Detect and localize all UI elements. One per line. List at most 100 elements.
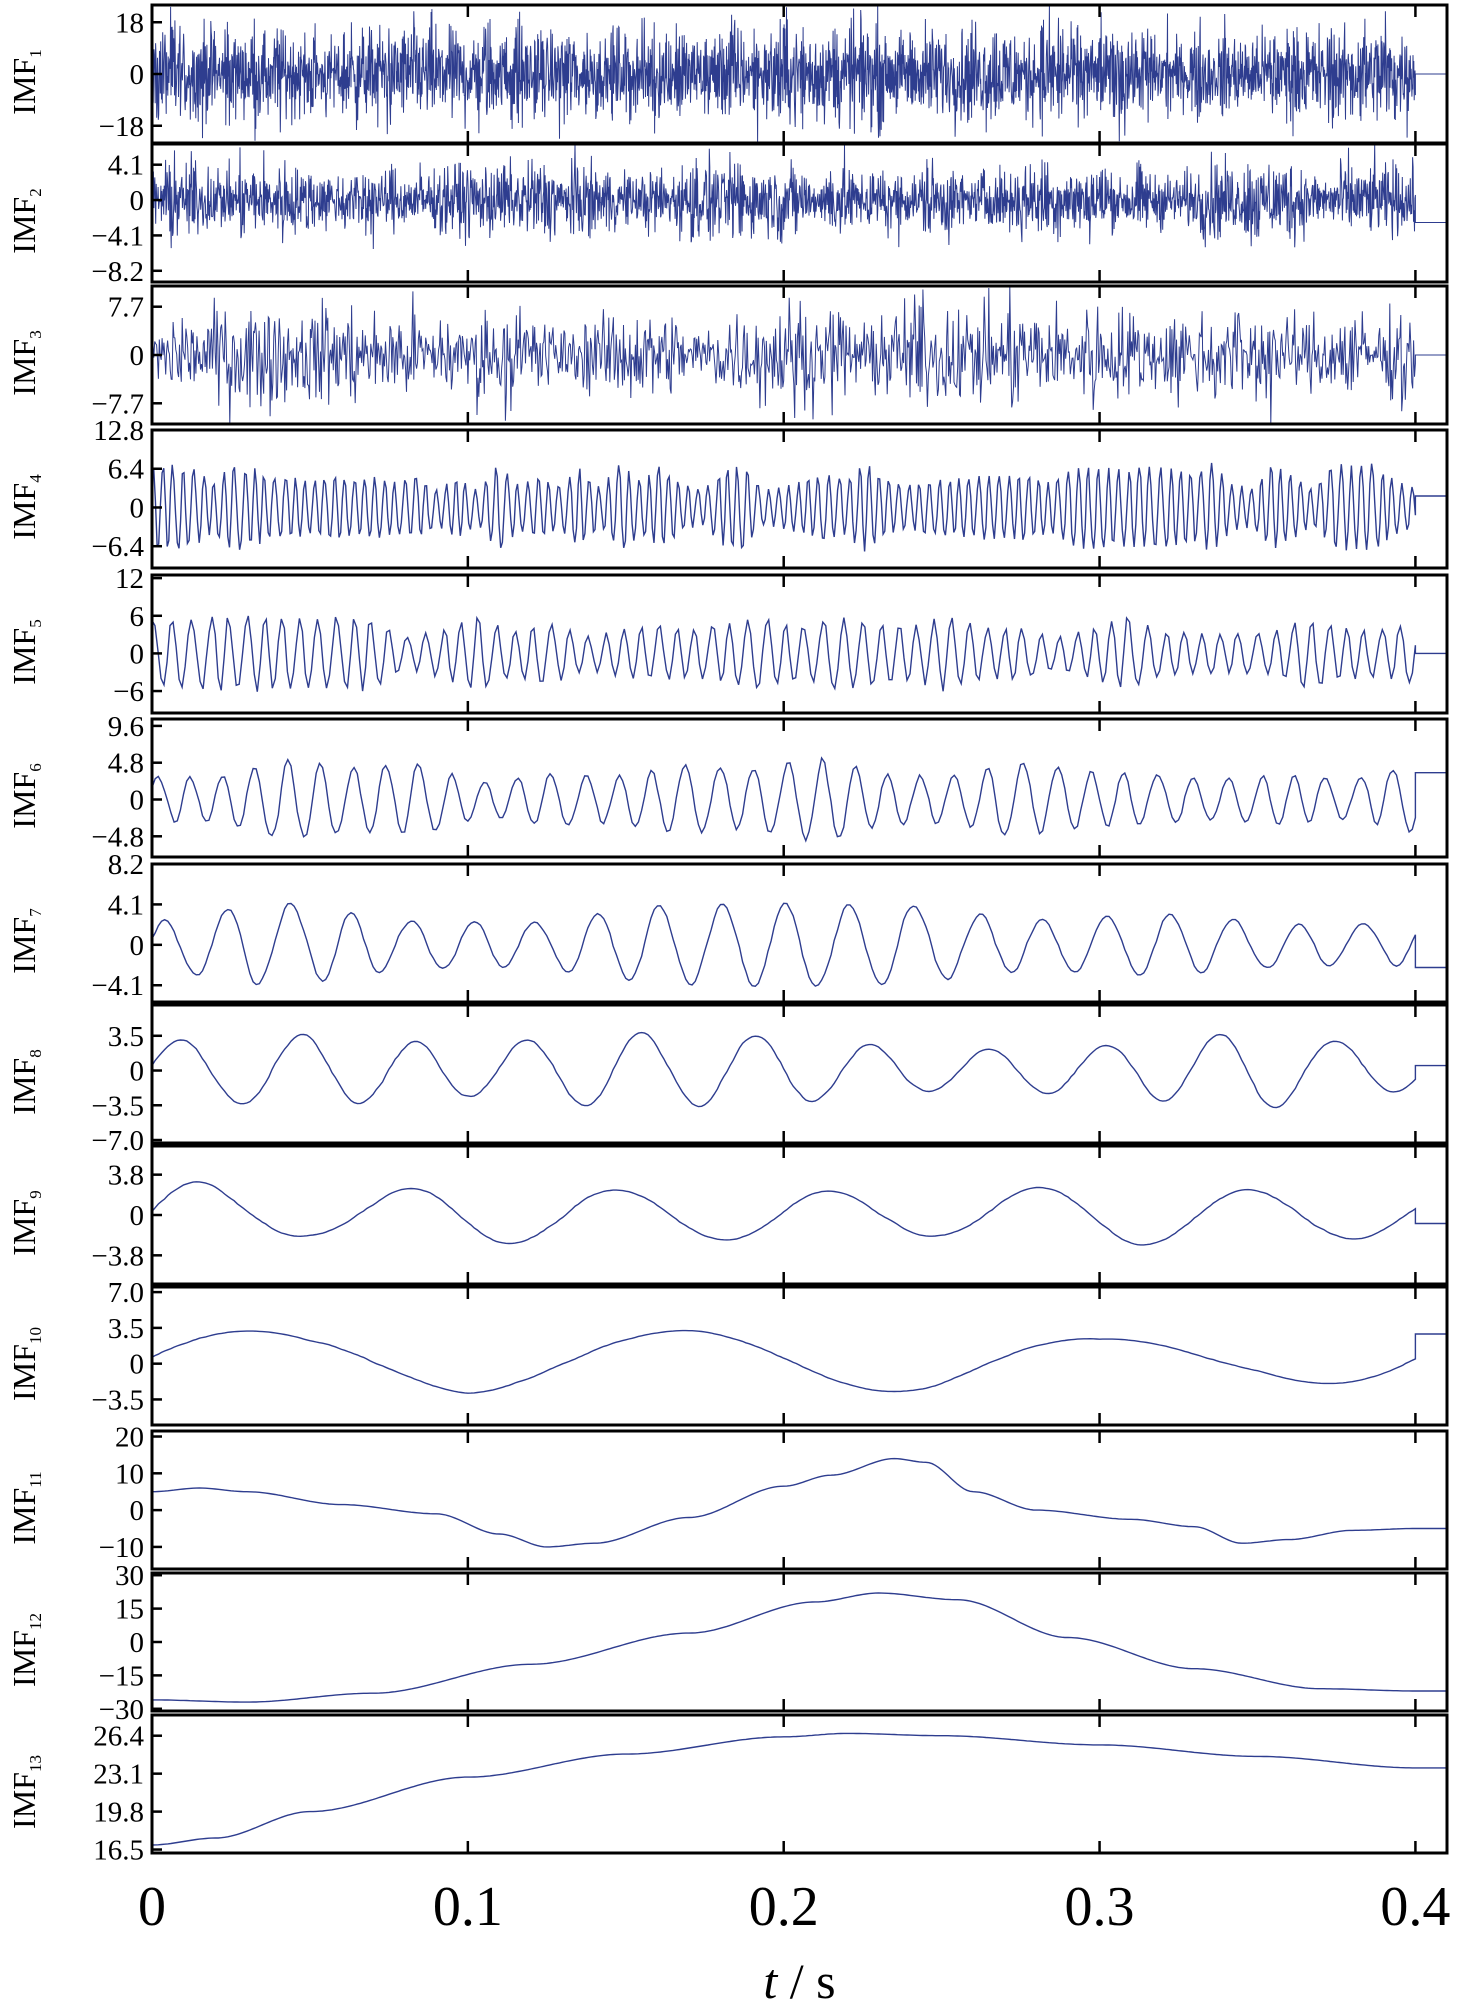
panel-label-imf12: IMF12	[6, 1613, 45, 1687]
imf-5-line	[151, 615, 1447, 692]
imf-10-line	[151, 1329, 1447, 1394]
x-tick-label: 0	[138, 1876, 166, 1938]
y-tick-label: 0	[130, 59, 145, 91]
y-tick-label: 0	[130, 1349, 145, 1381]
imf-panel-5: 12 6 0 −6 IMF5	[6, 563, 1449, 715]
y-tick-label: 15	[115, 1594, 144, 1626]
y-tick-label: 0	[130, 1627, 145, 1659]
y-tick-label: 0	[130, 1200, 145, 1232]
y-tick-label: 4.1	[108, 150, 144, 182]
y-tick-label: −30	[99, 1694, 144, 1726]
imf-6-line	[151, 756, 1447, 843]
x-axis-label: t / s	[763, 1953, 835, 2003]
panel-frame	[150, 717, 1449, 859]
imf-panel-9: 3.8 0 −3.8 IMF9	[6, 1144, 1449, 1286]
y-tick-label: 4.8	[108, 748, 144, 780]
y-tick-label: 0	[130, 1056, 145, 1088]
y-tick-label: 7.0	[108, 1277, 144, 1309]
y-tick-label: −10	[99, 1532, 144, 1564]
y-tick-label: −15	[99, 1660, 144, 1692]
panel-frame	[150, 428, 1449, 570]
panel-label-imf11: IMF11	[6, 1471, 45, 1544]
x-tick-label: 0.2	[749, 1876, 819, 1938]
y-tick-label: −4.1	[91, 220, 144, 252]
imf-panel-11: 20 10 0 −10 IMF11	[6, 1422, 1449, 1571]
x-axis: 0 0.1 0.2 0.3 0.4 t / s	[138, 1876, 1450, 2003]
panel-frame	[150, 1144, 1449, 1286]
y-tick-label: 3.8	[108, 1160, 144, 1192]
y-tick-label: −7.7	[91, 388, 144, 420]
y-tick-label: 10	[115, 1458, 144, 1490]
imf-panel-2: 4.10−4.1 −8.2 IMF2	[6, 142, 1449, 288]
imf-3-line	[151, 285, 1447, 425]
y-tick-label: 0	[130, 785, 145, 817]
y-tick-label: 0	[130, 185, 145, 217]
imf-panel-10: 7.0 3.5 0−3.5 IMF10	[6, 1277, 1449, 1427]
y-tick-label: 9.6	[108, 711, 144, 743]
x-tick-label: 0.1	[433, 1876, 503, 1938]
panel-frame	[150, 862, 1449, 1004]
y-tick-label: −4.1	[91, 970, 144, 1002]
imf-4-line	[151, 462, 1447, 552]
y-tick-label: 0	[130, 1495, 145, 1527]
y-tick-label: 12.8	[93, 415, 144, 447]
imf-panel-6: 9.6 4.8 0 −4.8 IMF6	[6, 711, 1449, 859]
panel-label-imf3: IMF3	[6, 330, 45, 395]
panel-frame	[150, 1285, 1449, 1427]
panel-label-imf5: IMF5	[6, 619, 45, 684]
y-tick-label: 7.7	[108, 292, 144, 324]
panel-frame	[150, 1571, 1449, 1713]
imf-8-line	[151, 1031, 1447, 1109]
panel-label-imf9: IMF9	[6, 1190, 45, 1255]
panel-frame	[150, 1429, 1449, 1571]
y-tick-label: 4.1	[108, 889, 144, 921]
y-tick-label: 0	[130, 638, 145, 670]
panel-frame	[150, 1713, 1449, 1855]
panel-label-imf8: IMF8	[6, 1049, 45, 1114]
imf-12-line	[152, 1592, 1447, 1703]
imf-1-line	[151, 4, 1447, 144]
x-tick-label: 0.4	[1380, 1876, 1450, 1938]
imf-11-line	[152, 1457, 1447, 1548]
y-tick-label: 19.8	[93, 1797, 144, 1829]
imf-panel-7: 8.2 4.1 0 −4.1 IMF7	[6, 849, 1449, 1004]
imf-2-line	[151, 143, 1447, 250]
x-tick-label: 0.3	[1065, 1876, 1135, 1938]
imf-panel-3: 7.7 0 −7.7 IMF3	[6, 284, 1449, 426]
imf-panel-4: 12.8 6.4 0 −6.4 IMF4	[6, 415, 1449, 570]
y-tick-label: 3.5	[108, 1313, 144, 1345]
y-tick-label: 20	[115, 1422, 144, 1454]
y-tick-label: 3.5	[108, 1021, 144, 1053]
panel-frame	[150, 142, 1449, 284]
imf-13-line	[151, 1732, 1447, 1846]
panel-label-imf2: IMF2	[6, 188, 45, 253]
panel-label-imf6: IMF6	[6, 763, 45, 828]
y-tick-label: 18	[115, 7, 144, 39]
y-tick-label: 0	[130, 492, 145, 524]
panel-label-imf4: IMF4	[6, 474, 45, 540]
y-tick-label: −3.8	[91, 1240, 144, 1272]
panel-frame	[150, 573, 1449, 715]
y-tick-label: −18	[99, 111, 144, 143]
y-tick-label: 16.5	[93, 1835, 144, 1867]
imf-panel-1: 18 0 −18 IMF1	[6, 3, 1449, 145]
panel-label-imf13: IMF13	[6, 1755, 45, 1829]
y-tick-label: 30	[115, 1560, 144, 1592]
y-tick-label: 6.4	[108, 454, 145, 486]
y-tick-label: −7.0	[91, 1125, 144, 1157]
y-tick-label: 0	[130, 930, 145, 962]
y-tick-label: 26.4	[93, 1721, 144, 1753]
y-tick-label: −6	[113, 676, 144, 708]
imf-9-line	[151, 1181, 1447, 1246]
panel-label-imf1: IMF1	[6, 49, 45, 114]
panel-label-imf10: IMF10	[6, 1327, 45, 1401]
panel-frame	[150, 1003, 1449, 1145]
y-tick-label: −4.8	[91, 821, 144, 853]
y-tick-label: −8.2	[91, 256, 144, 288]
y-tick-label: 6	[130, 601, 145, 633]
panel-label-imf7: IMF7	[6, 908, 45, 974]
y-tick-label: −3.5	[91, 1090, 144, 1122]
imf-panel-8: 3.50−3.5−7.0 IMF8	[6, 1003, 1449, 1157]
